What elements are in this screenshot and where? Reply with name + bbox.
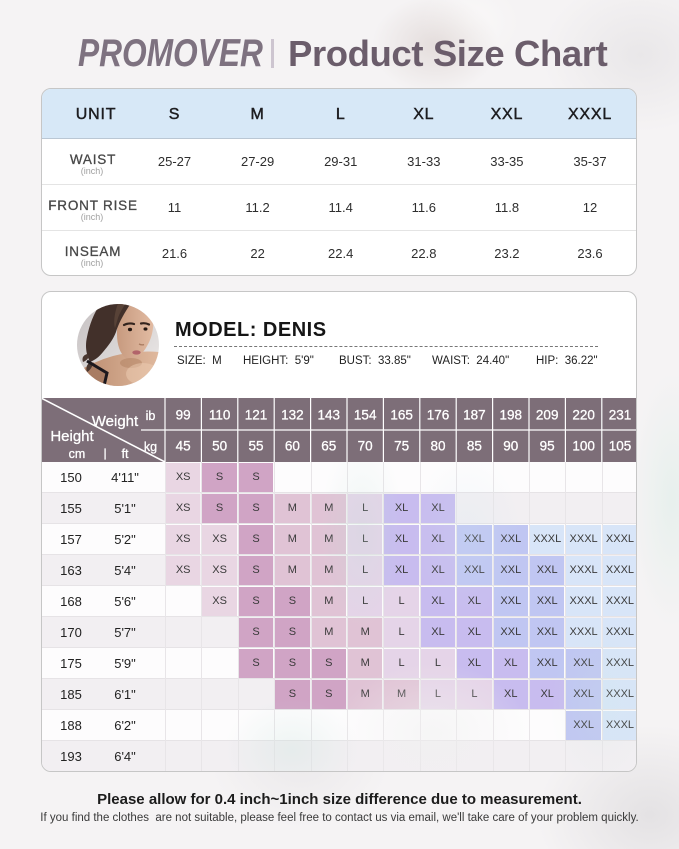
svg-text:187: 187 [463, 408, 486, 423]
svg-text:90: 90 [503, 439, 518, 454]
svg-text:154: 154 [354, 408, 377, 423]
svg-text:60: 60 [285, 439, 300, 454]
svg-text:Height: Height [50, 428, 94, 445]
svg-text:100: 100 [572, 439, 595, 454]
svg-text:kg: kg [144, 440, 157, 454]
svg-text:132: 132 [281, 408, 304, 423]
svg-text:80: 80 [430, 439, 445, 454]
svg-text:110: 110 [209, 408, 231, 423]
svg-text:165: 165 [390, 408, 413, 423]
svg-text:ib: ib [146, 409, 156, 423]
svg-text:220: 220 [572, 408, 595, 423]
svg-text:75: 75 [394, 439, 409, 454]
svg-text:cm: cm [69, 447, 86, 461]
svg-text:|: | [103, 446, 106, 460]
svg-text:50: 50 [212, 439, 227, 454]
svg-text:143: 143 [318, 408, 341, 423]
svg-text:176: 176 [427, 408, 450, 423]
svg-text:55: 55 [248, 439, 263, 454]
svg-text:99: 99 [176, 408, 191, 423]
svg-text:45: 45 [176, 439, 191, 454]
svg-text:Weight: Weight [92, 413, 139, 430]
svg-text:70: 70 [358, 439, 373, 454]
svg-text:121: 121 [245, 408, 268, 423]
svg-text:65: 65 [321, 439, 336, 454]
svg-text:198: 198 [500, 408, 523, 423]
svg-text:231: 231 [609, 408, 632, 423]
svg-text:ft: ft [122, 447, 129, 461]
svg-text:95: 95 [540, 439, 555, 454]
svg-text:105: 105 [609, 439, 632, 454]
svg-text:209: 209 [536, 408, 559, 423]
svg-text:85: 85 [467, 439, 482, 454]
